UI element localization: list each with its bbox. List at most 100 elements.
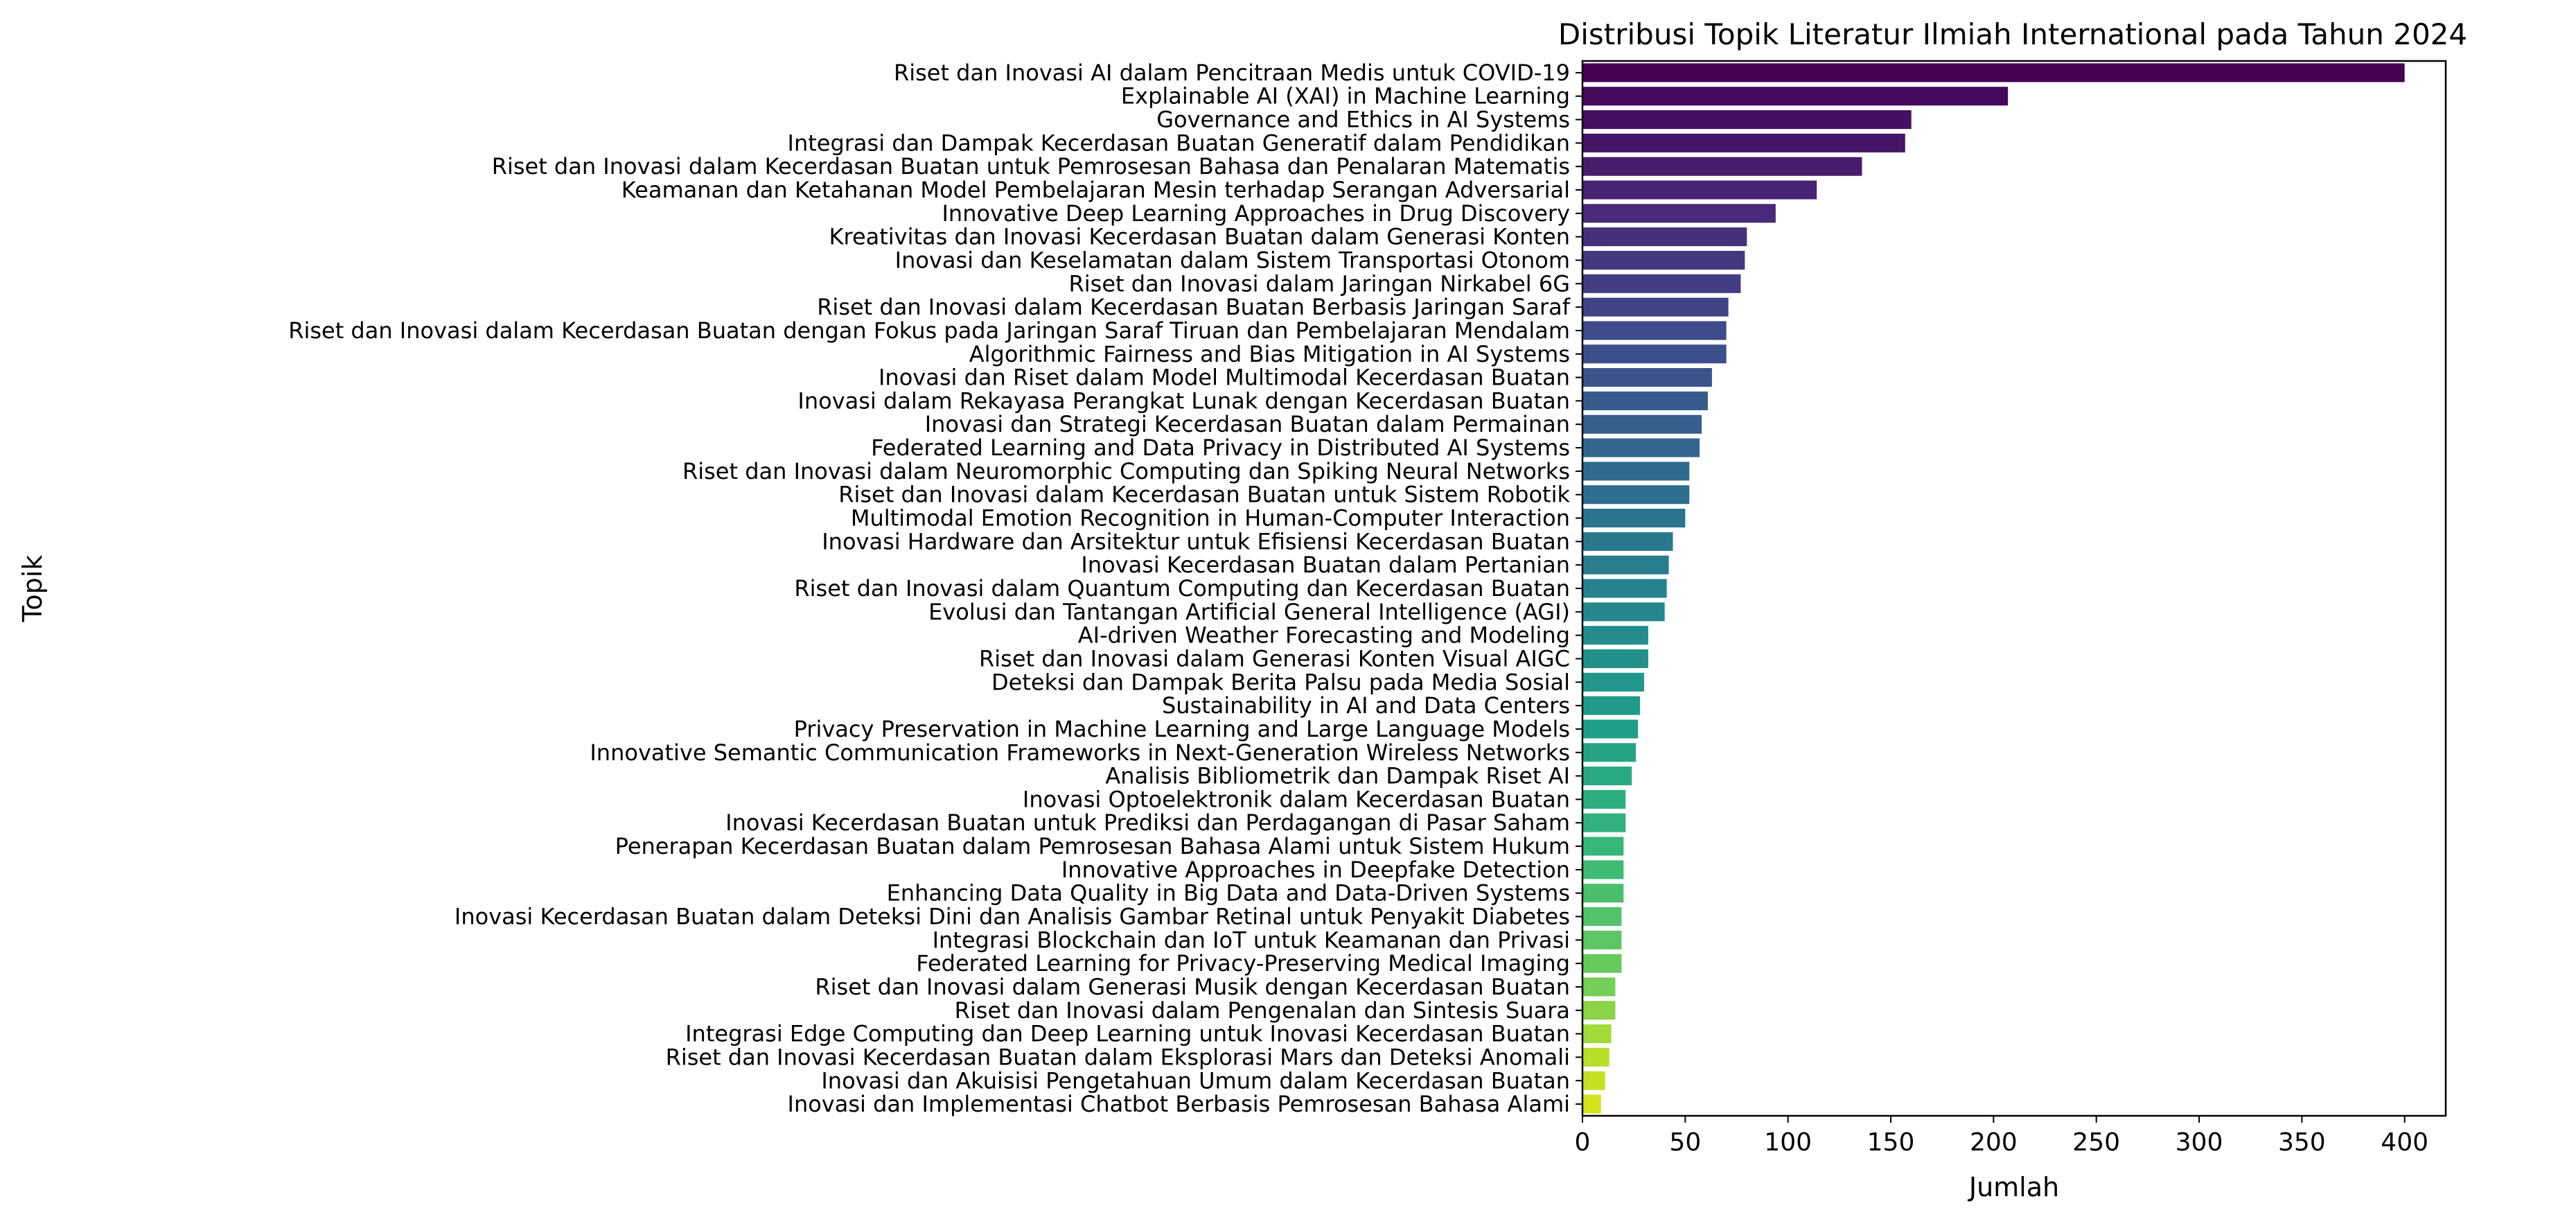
y-tick-label: Inovasi dan Riset dalam Model Multimodal…: [879, 365, 1570, 391]
y-tick-label: Federated Learning for Privacy-Preservin…: [916, 950, 1570, 977]
bar: [1582, 344, 1727, 364]
bar: [1582, 696, 1641, 715]
y-tick-label: Inovasi Kecerdasan Buatan dalam Pertania…: [1081, 552, 1570, 578]
y-tick-label: AI-driven Weather Forecasting and Modeli…: [1078, 622, 1570, 649]
x-tick-label: 200: [1970, 1128, 2018, 1157]
bar: [1582, 414, 1702, 434]
y-tick-label: Riset dan Inovasi dalam Kecerdasan Buata…: [492, 153, 1570, 179]
bar: [1582, 789, 1626, 809]
y-tick-labels: Riset dan Inovasi AI dalam Pencitraan Me…: [288, 60, 1582, 1117]
y-tick-label: Riset dan Inovasi dalam Generasi Konten …: [979, 645, 1570, 672]
bar: [1582, 63, 2405, 82]
y-tick-label: Inovasi Optoelektronik dalam Kecerdasan …: [1023, 786, 1570, 812]
bar: [1582, 813, 1626, 832]
bar: [1582, 743, 1637, 762]
bar: [1582, 274, 1741, 293]
bar: [1582, 672, 1644, 692]
x-tick-label: 350: [2278, 1128, 2326, 1157]
bar: [1582, 250, 1745, 270]
y-tick-label: Innovative Deep Learning Approaches in D…: [942, 200, 1570, 227]
bar: [1582, 649, 1648, 668]
bar: [1582, 555, 1669, 575]
bar: [1582, 110, 1912, 130]
bar: [1582, 719, 1639, 739]
bar: [1582, 626, 1648, 645]
x-tick-label: 50: [1669, 1128, 1701, 1157]
y-tick-label: Inovasi dalam Rekayasa Perangkat Lunak d…: [797, 387, 1570, 414]
bar: [1582, 509, 1686, 528]
bar: [1582, 977, 1616, 997]
y-tick-label: Explainable AI (XAI) in Machine Learning: [1121, 83, 1570, 110]
y-tick-label: Riset dan Inovasi dalam Quantum Computin…: [794, 575, 1570, 602]
y-tick-label: Integrasi Edge Computing dan Deep Learni…: [685, 1021, 1570, 1047]
bar: [1582, 157, 1862, 176]
y-tick-label: Kreativitas dan Inovasi Kecerdasan Buata…: [829, 224, 1571, 250]
bar: [1582, 767, 1632, 786]
y-tick-label: Riset dan Inovasi dalam Pengenalan dan S…: [955, 997, 1570, 1024]
y-tick-label: Riset dan Inovasi dalam Jaringan Nirkabe…: [1069, 270, 1570, 297]
y-tick-label: Inovasi dan Akuisisi Pengetahuan Umum da…: [821, 1067, 1570, 1094]
bar: [1582, 884, 1624, 903]
bars-layer: [1582, 63, 2405, 1114]
y-tick-label: Evolusi dan Tantangan Artificial General…: [928, 599, 1570, 625]
bar: [1582, 297, 1729, 317]
bar: [1582, 485, 1690, 505]
y-tick-label: Riset dan Inovasi dalam Neuromorphic Com…: [682, 458, 1570, 484]
bar: [1582, 1001, 1616, 1020]
y-tick-label: Inovasi Kecerdasan Buatan dalam Deteksi …: [455, 904, 1570, 930]
x-tick-label: 250: [2072, 1128, 2120, 1157]
y-tick-label: Integrasi Blockchain dan IoT untuk Keama…: [933, 927, 1570, 953]
y-tick-label: Riset dan Inovasi dalam Generasi Musik d…: [815, 974, 1570, 1000]
y-tick-label: Riset dan Inovasi dalam Kecerdasan Buata…: [817, 294, 1571, 320]
x-tick-label: 400: [2381, 1128, 2428, 1157]
y-tick-label: Governance and Ethics in AI Systems: [1156, 107, 1570, 133]
y-tick-label: Sustainability in AI and Data Centers: [1162, 692, 1570, 719]
y-tick-label: Riset dan Inovasi dalam Kecerdasan Buata…: [838, 482, 1570, 508]
y-tick-label: Keamanan dan Ketahanan Model Pembelajara…: [621, 177, 1570, 203]
y-tick-label: Integrasi dan Dampak Kecerdasan Buatan G…: [788, 130, 1571, 156]
y-tick-label: Inovasi dan Strategi Kecerdasan Buatan d…: [925, 411, 1570, 437]
y-tick-label: Multimodal Emotion Recognition in Human-…: [851, 505, 1570, 532]
x-tick-label: 150: [1867, 1128, 1915, 1157]
y-tick-label: Riset dan Inovasi Kecerdasan Buatan dala…: [666, 1044, 1570, 1070]
bar: [1582, 602, 1665, 622]
x-axis-label: Jumlah: [1968, 1172, 2059, 1202]
y-axis-label: Topik: [17, 555, 48, 623]
y-tick-label: Penerapan Kecerdasan Buatan dalam Pemros…: [615, 833, 1570, 859]
bar: [1582, 87, 2009, 106]
y-tick-label: Analisis Bibliometrik dan Dampak Riset A…: [1105, 763, 1570, 789]
bar: [1582, 907, 1622, 927]
bar: [1582, 462, 1690, 481]
bar: [1582, 227, 1747, 247]
y-tick-label: Enhancing Data Quality in Big Data and D…: [887, 880, 1570, 907]
y-tick-label: Privacy Preservation in Machine Learning…: [794, 716, 1570, 742]
bar: [1582, 1094, 1601, 1114]
y-tick-label: Inovasi dan Implementasi Chatbot Berbasi…: [788, 1091, 1571, 1117]
x-tick-label: 300: [2176, 1128, 2223, 1157]
bar: [1582, 860, 1624, 879]
bar: [1582, 930, 1622, 949]
chart-title: Distribusi Topik Literatur Ilmiah Intern…: [1558, 17, 2467, 51]
bar: [1582, 1047, 1609, 1067]
y-tick-label: Riset dan Inovasi dalam Kecerdasan Buata…: [288, 317, 1570, 344]
bar: [1582, 391, 1708, 410]
bar: [1582, 204, 1776, 223]
y-tick-label: Federated Learning and Data Privacy in D…: [871, 435, 1570, 461]
x-tick-label: 0: [1575, 1128, 1591, 1157]
y-tick-label: Inovasi Hardware dan Arsitektur untuk Ef…: [822, 528, 1570, 554]
bar: [1582, 579, 1667, 598]
x-axis: 0 50 100 150 200 250 300 350 400: [1575, 1116, 2428, 1157]
bar: [1582, 837, 1624, 856]
bar: [1582, 180, 1817, 200]
bar: [1582, 1071, 1605, 1090]
bar: [1582, 438, 1700, 457]
bar: [1582, 532, 1673, 551]
plot-frame: [1581, 60, 2447, 1117]
bar: [1582, 1024, 1612, 1044]
bar: [1582, 368, 1712, 387]
y-tick-label: Deteksi dan Dampak Berita Palsu pada Med…: [991, 669, 1570, 695]
y-tick-label: Algorithmic Fairness and Bias Mitigation…: [969, 341, 1570, 367]
bar: [1582, 133, 1905, 152]
